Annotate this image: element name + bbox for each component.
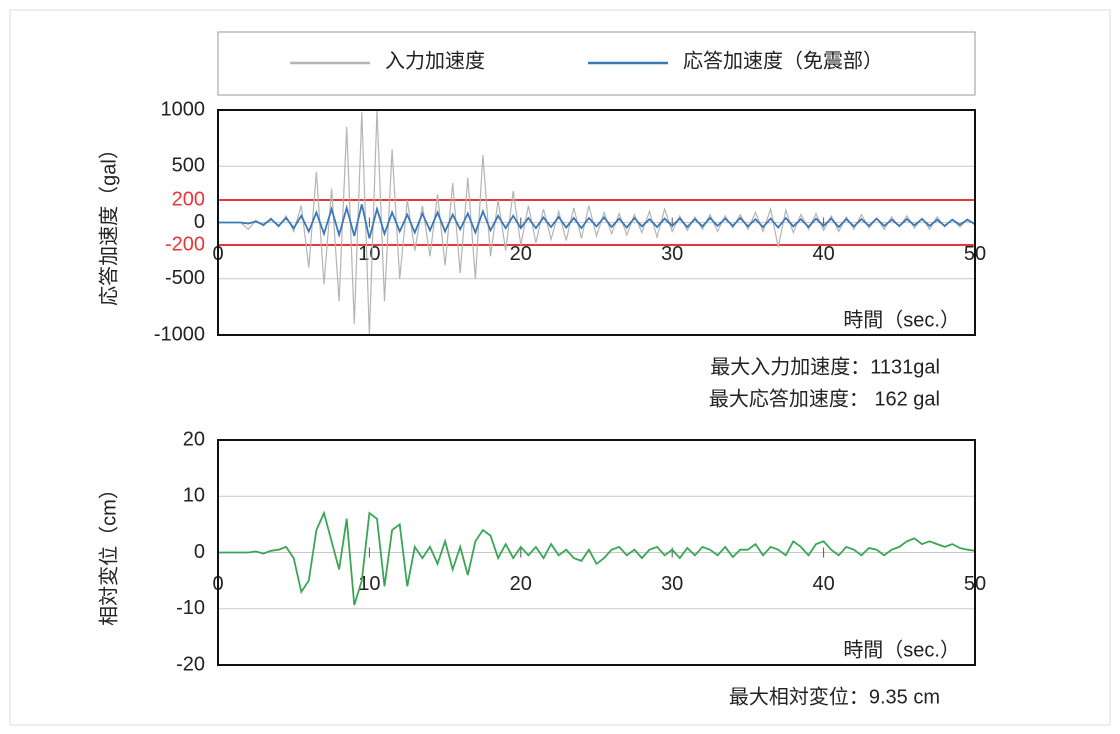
y-tick-label: 500 xyxy=(172,155,205,177)
plot-border xyxy=(217,439,976,666)
series-line xyxy=(218,204,976,239)
legend-label: 応答加速度（免震部） xyxy=(683,49,883,72)
y-tick-label: -500 xyxy=(165,267,205,289)
x-tick-label: 40 xyxy=(812,573,834,595)
frame xyxy=(9,9,1111,726)
y-tick-label: 1000 xyxy=(161,98,206,120)
series-line xyxy=(218,510,976,606)
x-tick-label: 40 xyxy=(812,243,834,265)
y-tick-label: -1000 xyxy=(154,323,205,345)
annotation: 最大応答加速度： 162 gal xyxy=(709,387,940,410)
x-tick-label: 30 xyxy=(661,243,683,265)
annotation: 最大相対変位：9.35 cm xyxy=(729,685,940,708)
x-tick-label: 20 xyxy=(510,243,532,265)
y-axis-label: 応答加速度（gal） xyxy=(97,139,120,306)
x-tick-label: 20 xyxy=(510,573,532,595)
y-axis-label: 相対変位（cm） xyxy=(97,479,120,626)
x-tick-label: 10 xyxy=(358,573,380,595)
y-tick-label: 20 xyxy=(183,428,205,450)
x-tick-label: 10 xyxy=(358,243,380,265)
plot-border xyxy=(217,109,976,336)
x-axis-label: 時間（sec.） xyxy=(843,308,960,331)
annotation: 最大入力加速度：1131gal xyxy=(710,355,940,378)
y-tick-label: 0 xyxy=(194,541,205,563)
y-tick-label: 0 xyxy=(194,211,205,233)
y-tick-label: 10 xyxy=(183,485,205,507)
y-tick-label: -200 xyxy=(165,233,205,255)
x-tick-label: 30 xyxy=(661,573,683,595)
legend-label: 入力加速度 xyxy=(385,49,485,72)
y-tick-label: -20 xyxy=(176,653,205,675)
y-tick-label: -10 xyxy=(176,597,205,619)
y-tick-label: 200 xyxy=(172,188,205,210)
x-axis-label: 時間（sec.） xyxy=(843,638,960,661)
